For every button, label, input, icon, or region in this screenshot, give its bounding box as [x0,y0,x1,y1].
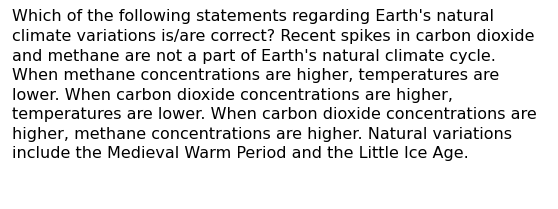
Text: Which of the following statements regarding Earth's natural
climate variations i: Which of the following statements regard… [12,9,537,161]
